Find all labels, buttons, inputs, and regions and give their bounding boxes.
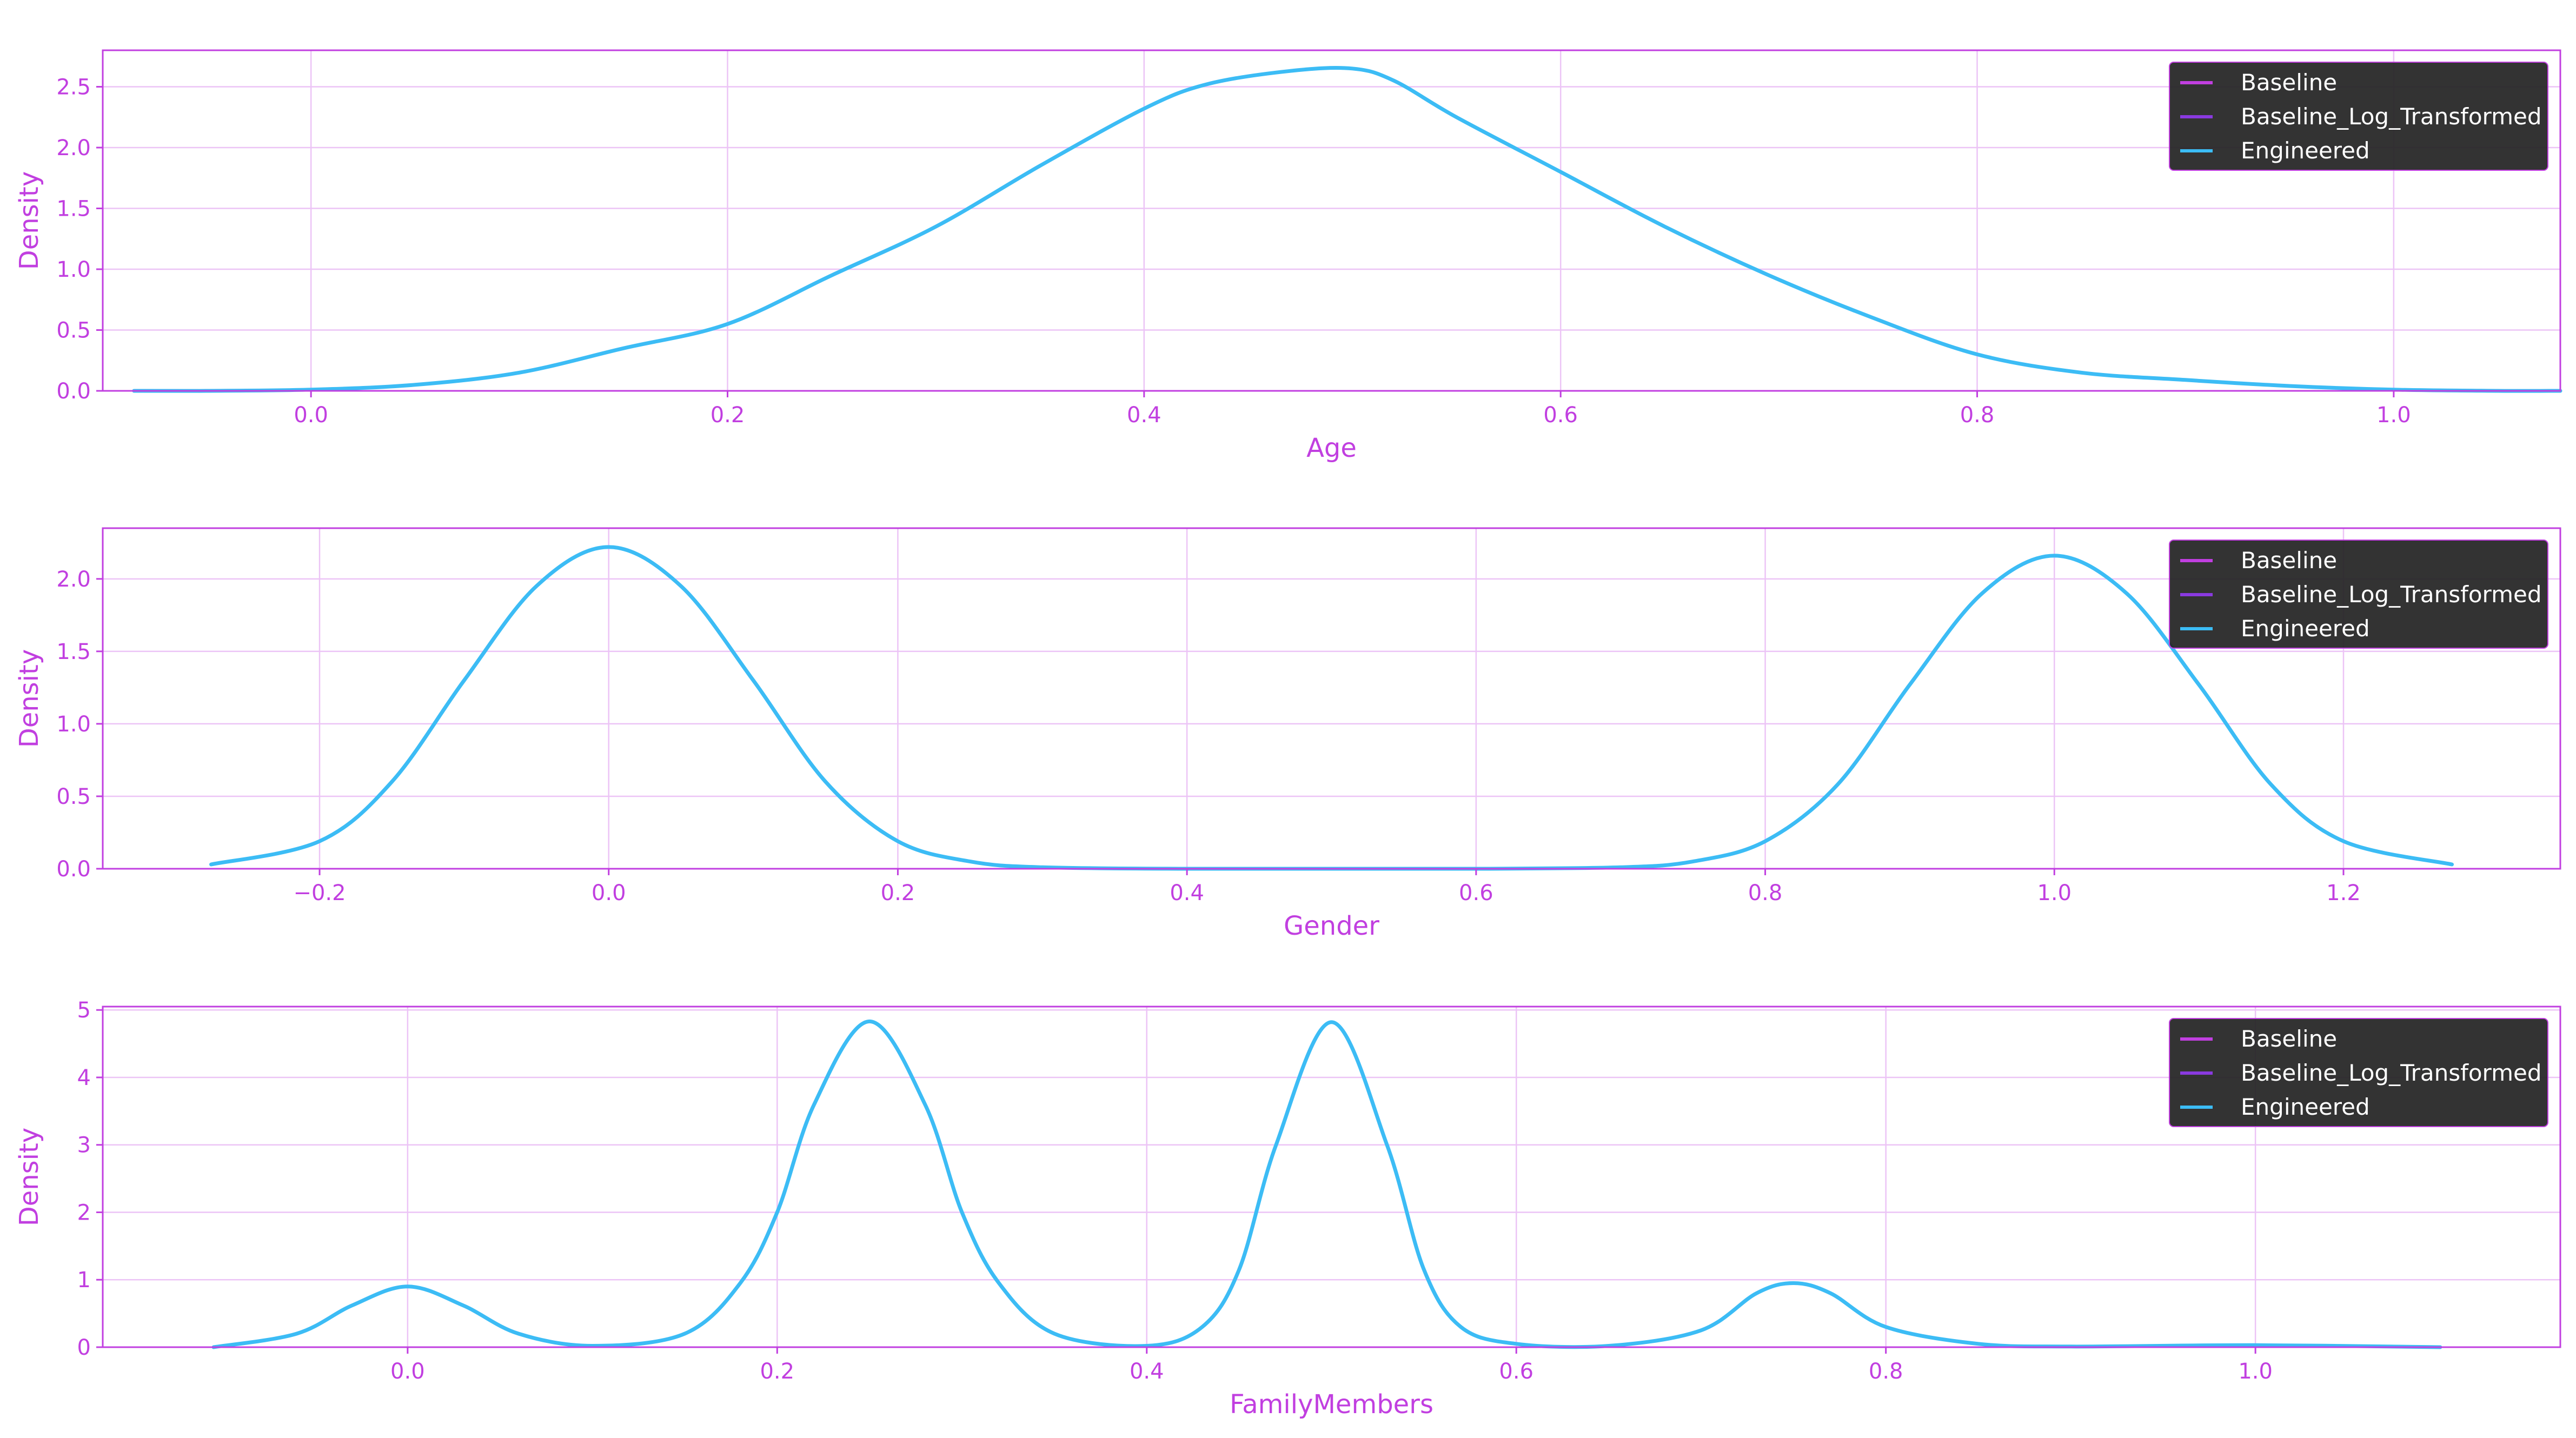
legend-box <box>2169 62 2548 171</box>
y-axis-label: Density <box>14 171 44 270</box>
legend-entry-label: Baseline <box>2241 69 2337 96</box>
subplot-3: 0.0 0.2 0.4 0.6 0.8 1.0 0 1 2 3 4 5 FamilyMembers Den… <box>14 998 2561 1420</box>
legend-box <box>2169 1018 2548 1127</box>
plot-frame <box>102 1006 2561 1348</box>
series-line-engineered <box>209 545 2454 871</box>
subplot-2: −0.2 0.0 0.2 0.4 0.6 0.8 1.0 1.2 0.0 0.5 1.0 1.5 2.0… <box>14 527 2561 941</box>
y-tick-label: 1.0 <box>56 712 91 737</box>
x-axis-label: Age <box>1306 433 1357 463</box>
y-tick-label: 0.0 <box>56 379 91 404</box>
subplot-1: 0.0 0.2 0.4 0.6 0.8 1.0 0.0 0.5 1.0 1.5 2.0 2.5 Age D… <box>14 49 2562 463</box>
x-tick-label: 0.0 <box>592 881 626 906</box>
x-tick-label: 0.2 <box>760 1359 794 1384</box>
x-tick-label: 0.4 <box>1130 1359 1164 1384</box>
x-axis-label: Gender <box>1284 911 1379 941</box>
x-tick-label: 0.8 <box>1748 881 1783 906</box>
x-tick-label: 1.0 <box>2376 403 2411 428</box>
y-tick-label: 2.0 <box>56 136 91 161</box>
x-tick-label: 0.4 <box>1170 881 1204 906</box>
y-tick-label: 0.5 <box>56 318 91 343</box>
y-tick-label: 0.0 <box>56 857 91 882</box>
x-tick-label: 1.2 <box>2326 881 2361 906</box>
y-axis-label: Density <box>14 649 44 748</box>
legend: Baseline Baseline_Log_Transformed Engineer… <box>2169 540 2548 649</box>
plot-frame <box>102 527 2561 870</box>
legend-entry-label: Baseline_Log_Transformed <box>2241 581 2542 608</box>
legend-entry-label: Baseline <box>2241 547 2337 574</box>
legend-entry-label: Baseline_Log_Transformed <box>2241 103 2542 130</box>
y-tick-label: 2 <box>77 1200 91 1225</box>
x-tick-label: 1.0 <box>2037 881 2072 906</box>
y-tick-label: 2.0 <box>56 567 91 592</box>
y-axis-label: Density <box>14 1128 44 1226</box>
y-tick-label: 1.5 <box>56 197 91 222</box>
plot-frame <box>102 49 2561 392</box>
y-tick-label: 1.0 <box>56 257 91 282</box>
x-tick-label: 0.6 <box>1459 881 1493 906</box>
y-tick-label: 3 <box>77 1133 91 1158</box>
x-tick-label: 0.6 <box>1499 1359 1533 1384</box>
x-tick-label: 0.8 <box>1869 1359 1903 1384</box>
y-tick-label: 1 <box>77 1268 91 1293</box>
y-tick-label: 0 <box>77 1335 91 1360</box>
series-line-engineered <box>132 66 2562 393</box>
series-line-engineered <box>211 1019 2442 1349</box>
x-tick-label: 0.0 <box>294 403 328 428</box>
legend-entry-label: Engineered <box>2241 1094 2370 1120</box>
legend: Baseline Baseline_Log_Transformed Engineer… <box>2169 62 2548 171</box>
x-tick-label: 0.2 <box>881 881 915 906</box>
x-tick-label: 0.4 <box>1127 403 1161 428</box>
y-tick-label: 0.5 <box>56 784 91 809</box>
legend-entry-label: Baseline_Log_Transformed <box>2241 1060 2542 1086</box>
x-tick-label: 0.6 <box>1543 403 1578 428</box>
y-tick-label: 1.5 <box>56 640 91 664</box>
x-tick-label: 0.0 <box>390 1359 425 1384</box>
legend-entry-label: Engineered <box>2241 137 2370 164</box>
legend-entry-label: Engineered <box>2241 615 2370 642</box>
legend-entry-label: Baseline <box>2241 1026 2337 1052</box>
legend-box <box>2169 540 2548 649</box>
y-tick-label: 5 <box>77 998 91 1023</box>
y-tick-label: 4 <box>77 1066 91 1090</box>
y-tick-label: 2.5 <box>56 75 91 100</box>
x-tick-label: 0.2 <box>711 403 745 428</box>
x-tick-label: −0.2 <box>293 881 346 906</box>
x-tick-label: 1.0 <box>2238 1359 2273 1384</box>
legend: Baseline Baseline_Log_Transformed Engineer… <box>2169 1018 2548 1127</box>
x-axis-label: FamilyMembers <box>1230 1389 1433 1420</box>
x-tick-label: 0.8 <box>1960 403 1995 428</box>
